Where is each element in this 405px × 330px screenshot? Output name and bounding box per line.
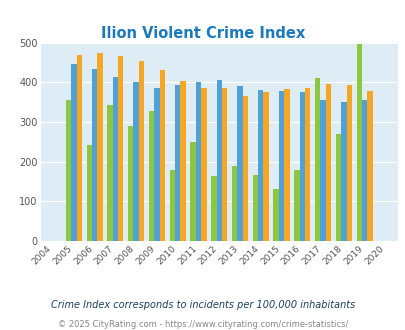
Bar [66, 100, 71, 241]
Bar [97, 53, 102, 241]
Bar [169, 170, 175, 241]
Bar [340, 102, 346, 241]
Bar [367, 91, 372, 241]
Bar [252, 175, 258, 241]
Text: Ilion Violent Crime Index: Ilion Violent Crime Index [100, 26, 305, 41]
Bar [180, 81, 185, 241]
Bar [128, 126, 133, 241]
Bar [263, 92, 268, 241]
Bar [242, 96, 247, 241]
Bar [320, 100, 325, 241]
Bar [325, 84, 330, 241]
Bar [113, 77, 118, 241]
Bar [149, 111, 154, 241]
Bar [107, 106, 113, 241]
Bar [175, 85, 180, 241]
Bar [139, 61, 144, 241]
Bar [314, 78, 320, 241]
Bar [356, 44, 361, 241]
Text: Crime Index corresponds to incidents per 100,000 inhabitants: Crime Index corresponds to incidents per… [51, 300, 354, 310]
Bar [278, 91, 284, 241]
Bar [361, 100, 367, 241]
Bar [133, 82, 139, 241]
Bar [92, 69, 97, 241]
Bar [304, 88, 310, 241]
Bar [190, 142, 195, 241]
Text: © 2025 CityRating.com - https://www.cityrating.com/crime-statistics/: © 2025 CityRating.com - https://www.city… [58, 319, 347, 329]
Bar [231, 166, 237, 241]
Bar [211, 176, 216, 241]
Bar [258, 90, 263, 241]
Bar [216, 80, 222, 241]
Bar [77, 55, 82, 241]
Bar [237, 86, 242, 241]
Bar [346, 85, 351, 241]
Bar [118, 56, 123, 241]
Bar [154, 88, 159, 241]
Bar [294, 170, 299, 241]
Bar [273, 189, 278, 241]
Bar [200, 88, 206, 241]
Bar [335, 134, 340, 241]
Bar [195, 82, 200, 241]
Bar [86, 146, 92, 241]
Bar [222, 88, 227, 241]
Bar [284, 89, 289, 241]
Bar [159, 70, 164, 241]
Bar [299, 92, 304, 241]
Bar [71, 64, 77, 241]
